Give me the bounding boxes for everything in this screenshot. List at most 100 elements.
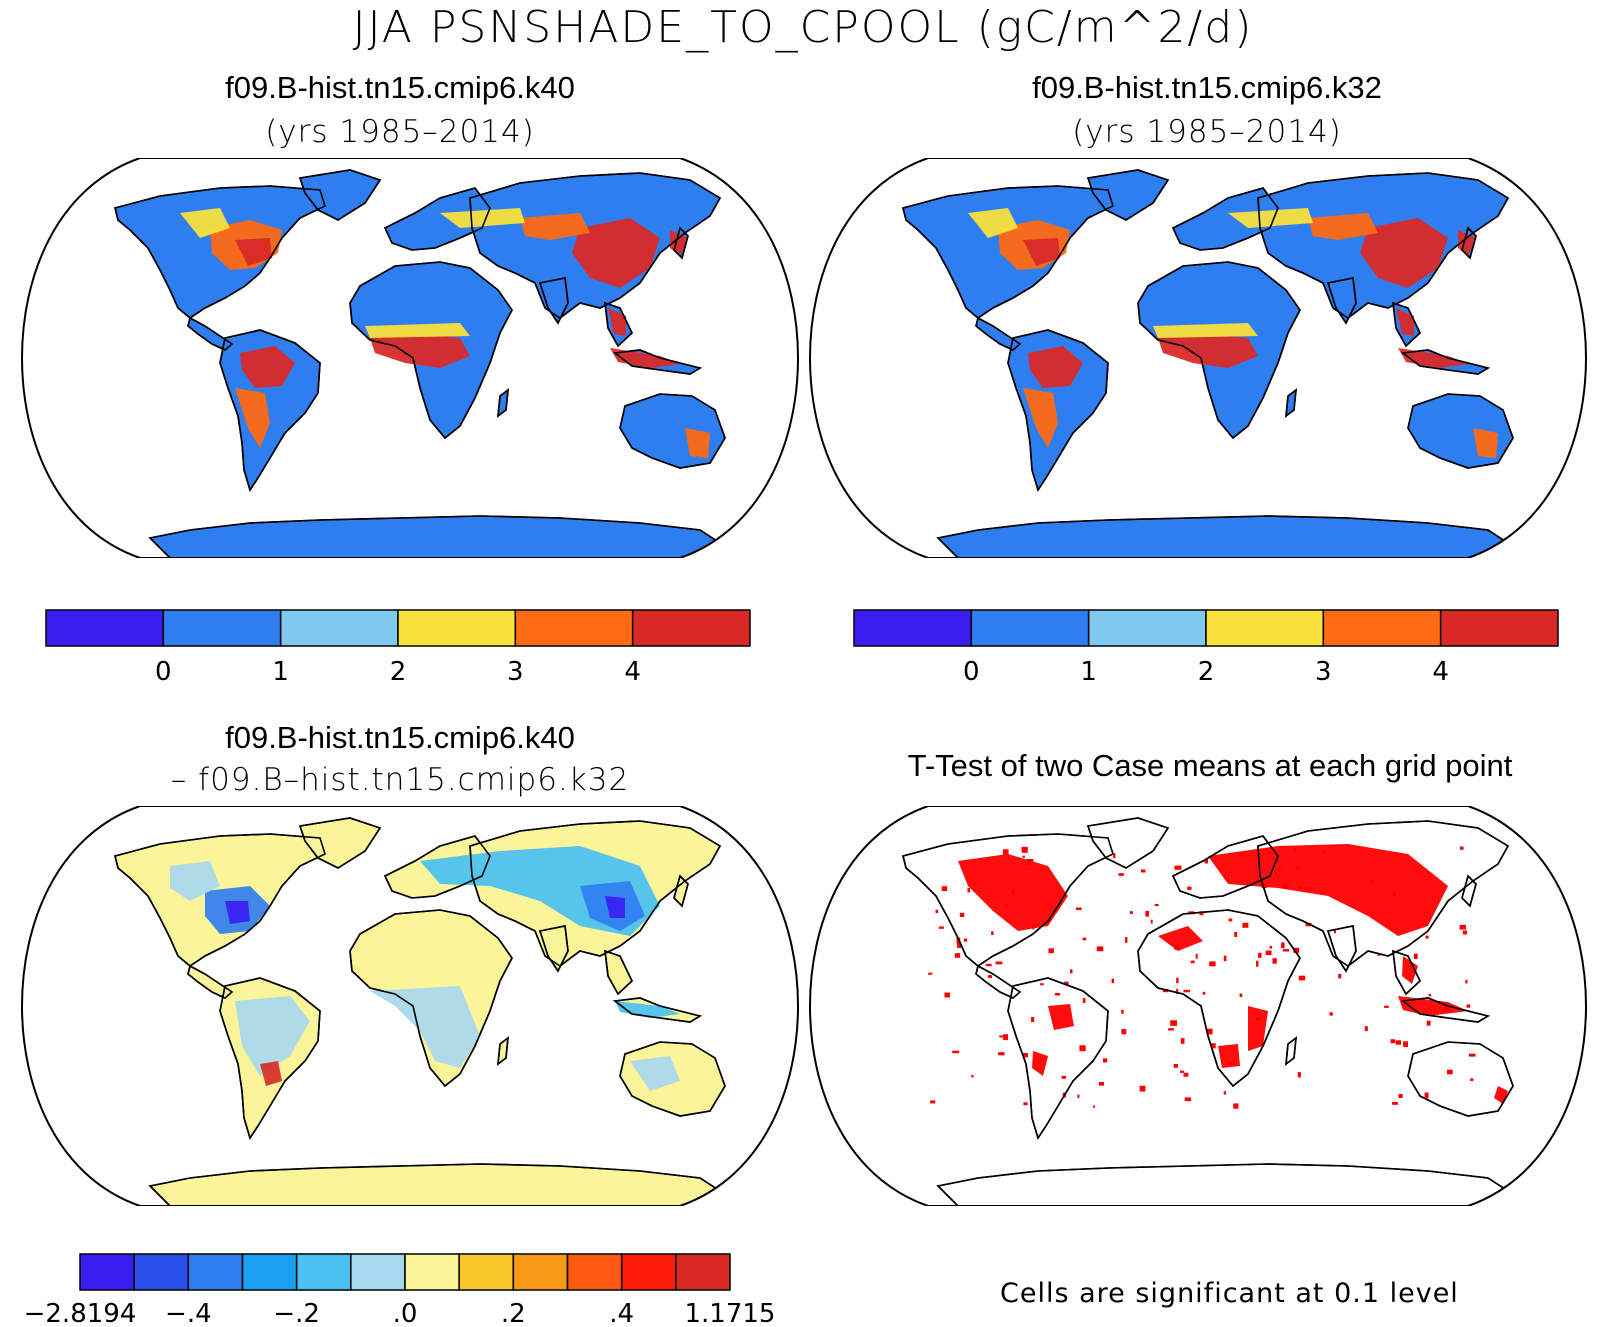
- map-border: [808, 806, 1588, 1206]
- diff-patch-6: [235, 996, 310, 1076]
- colorbar-swatch-11: [675, 1253, 731, 1291]
- significant-speckle: [1202, 991, 1206, 995]
- colorbar-tick-label-1: 1: [1080, 657, 1097, 687]
- coastline-india: [538, 925, 569, 973]
- significant-speckle: [954, 953, 961, 958]
- colorbar-k32: 0 1 2 3 4: [853, 609, 1559, 687]
- significant-speckle: [1228, 918, 1233, 922]
- significant-speckle: [1184, 1097, 1192, 1102]
- significant-speckle: [1459, 924, 1466, 930]
- colorbar-k40: 0 1 2 3 4: [45, 609, 751, 687]
- diff-patch-2: [170, 861, 220, 901]
- significant-speckle: [928, 972, 933, 975]
- significant-speckle: [1121, 1009, 1124, 1014]
- significant-speckle: [1021, 846, 1028, 853]
- colorbar-swatch-4: [295, 1253, 352, 1291]
- coastline-seAsia: [1392, 301, 1421, 348]
- significant-speckle: [1468, 1053, 1476, 1057]
- significant-speckle: [1129, 911, 1133, 914]
- colorbar-tick-label-1: 1: [272, 657, 289, 687]
- coastline-indonesia: [612, 349, 703, 375]
- coastline-centralAmerica: [187, 316, 234, 351]
- coastline-centralAmerica: [187, 964, 234, 999]
- significant-speckle: [967, 888, 970, 893]
- significant-speckle: [1465, 979, 1468, 984]
- significant-speckle: [1370, 881, 1374, 884]
- coastline-asia: [1257, 172, 1510, 319]
- significant-speckle: [1199, 911, 1204, 916]
- significant-speckle: [1228, 1062, 1235, 1065]
- colorbar-swatch-3: [1205, 609, 1325, 647]
- significant-speckle: [1275, 871, 1278, 876]
- significant-speckle: [1206, 1028, 1213, 1035]
- significant-speckle: [1338, 973, 1342, 979]
- map-panel-ttest: [808, 806, 1588, 1206]
- colorbar-tick-label-0: 0: [963, 657, 980, 687]
- significant-speckle: [1162, 989, 1169, 993]
- significant-speckle: [1398, 1094, 1403, 1098]
- significant-speckle: [1040, 983, 1044, 986]
- coastline-japan: [673, 874, 689, 908]
- colorbar-swatch-1: [162, 609, 282, 647]
- significant-cells: [928, 844, 1508, 1109]
- coastline-southAmerica: [219, 329, 321, 492]
- significant-speckle: [1102, 1058, 1108, 1063]
- value-patch-11: [1396, 308, 1414, 336]
- panel-top-right-title: f09.B-hist.tn15.cmip6.k32: [1032, 70, 1382, 105]
- diff-patch-5: [605, 896, 625, 918]
- significant-speckle: [1460, 846, 1464, 850]
- coastline-greenland: [298, 169, 382, 221]
- colorbar-swatch-3: [241, 1253, 298, 1291]
- continent-australia: [1407, 1041, 1514, 1117]
- significant-cell-4: [1048, 1004, 1074, 1030]
- significant-speckle: [930, 1100, 936, 1104]
- value-patch-5: [235, 238, 272, 266]
- coastline-northAmerica: [114, 185, 326, 319]
- significant-speckle: [1011, 889, 1015, 894]
- significant-speckle: [1261, 883, 1267, 889]
- significant-speckle: [1145, 910, 1149, 917]
- coastline-indonesia: [1400, 997, 1491, 1023]
- colorbar-swatch-4: [1322, 609, 1442, 647]
- significant-speckle: [1187, 886, 1192, 890]
- significant-speckle: [1140, 869, 1146, 873]
- significant-cell-2: [1158, 926, 1203, 951]
- diff-patch-7: [260, 1061, 282, 1086]
- significant-speckle: [999, 1035, 1006, 1038]
- coastline-australia: [619, 393, 726, 469]
- colorbar-swatch-5: [631, 609, 751, 647]
- significant-speckle: [1082, 937, 1087, 941]
- coastline-antarctica: [936, 1163, 1510, 1206]
- significant-cell-5: [1032, 1051, 1048, 1076]
- significant-speckle: [1048, 948, 1054, 954]
- significant-speckle: [1322, 849, 1326, 854]
- significant-speckle: [1277, 868, 1282, 871]
- significant-speckle: [1223, 1091, 1227, 1095]
- significant-speckle: [1294, 848, 1297, 851]
- colorbar-swatch-0: [79, 1253, 135, 1291]
- value-patch-9: [1228, 208, 1313, 228]
- figure-title: JJA PSNSHADE_TO_CPOOL (gC/m^2/d): [352, 2, 1254, 53]
- significant-speckle: [963, 938, 968, 942]
- coastline-madagascar: [1285, 1036, 1297, 1066]
- significant-speckle: [1282, 884, 1289, 889]
- coastline-centralAmerica: [975, 964, 1022, 999]
- value-patch-1: [235, 388, 270, 448]
- significant-speckle: [1092, 1105, 1095, 1108]
- colorbar-tick-label-6: 1.1715: [685, 1299, 776, 1327]
- significant-speckle: [1304, 887, 1310, 891]
- significant-speckle: [1282, 949, 1289, 952]
- significant-speckle: [957, 941, 962, 948]
- significant-speckle: [1269, 945, 1273, 949]
- colorbar-tick-label-5: .4: [609, 1299, 634, 1327]
- significant-speckle: [1003, 1034, 1008, 1041]
- coastline-australia: [1407, 1041, 1514, 1117]
- significant-speckle: [1061, 1075, 1066, 1079]
- significant-speckle: [998, 1052, 1005, 1056]
- coastline-greenland: [298, 817, 382, 869]
- significant-speckle: [1023, 1053, 1029, 1058]
- colorbar-tick-label-3: 3: [1315, 657, 1332, 687]
- significant-speckle: [1239, 993, 1243, 998]
- significant-speckle: [1447, 1069, 1453, 1075]
- significant-speckle: [1180, 1070, 1185, 1073]
